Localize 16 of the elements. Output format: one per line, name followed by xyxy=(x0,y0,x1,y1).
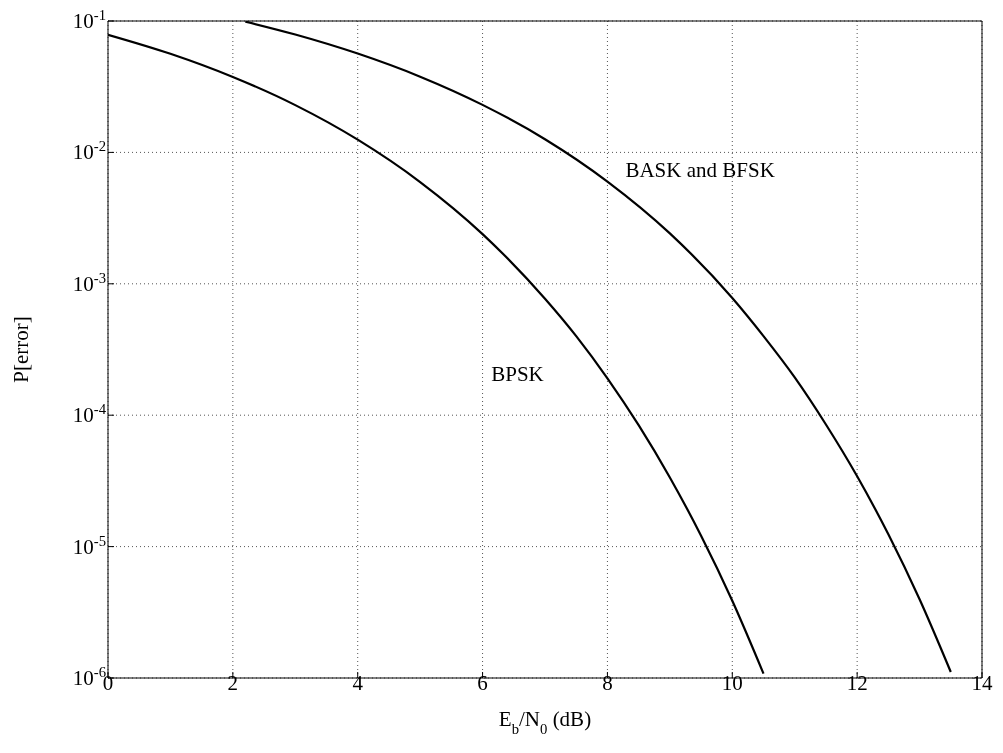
y-tick-label: 10$^{-1}$ xyxy=(72,7,106,33)
y-tick-label: 10$^{-3}$ xyxy=(72,269,106,296)
series-label: BASK and BFSK xyxy=(625,157,775,182)
x-tick-label: 12 xyxy=(846,671,868,695)
x-tick-label: 4 xyxy=(352,671,364,695)
series-label: BPSK xyxy=(491,362,544,387)
y-axis-title: P[error] xyxy=(9,316,33,383)
x-tick-label: 6 xyxy=(477,671,488,695)
y-tick-label: 10$^{-2}$ xyxy=(72,138,106,165)
x-axis-title: E$_{b}$/N$_{0}$ (dB) xyxy=(498,707,592,737)
y-tick-label: 10$^{-4}$ xyxy=(72,401,107,428)
x-tick-label: 2 xyxy=(227,671,239,695)
x-tick-label: 14 xyxy=(971,671,993,695)
x-tick-label: 8 xyxy=(602,671,613,695)
y-tick-label: 10$^{-5}$ xyxy=(72,532,106,559)
x-tick-label: 10 xyxy=(721,671,743,695)
